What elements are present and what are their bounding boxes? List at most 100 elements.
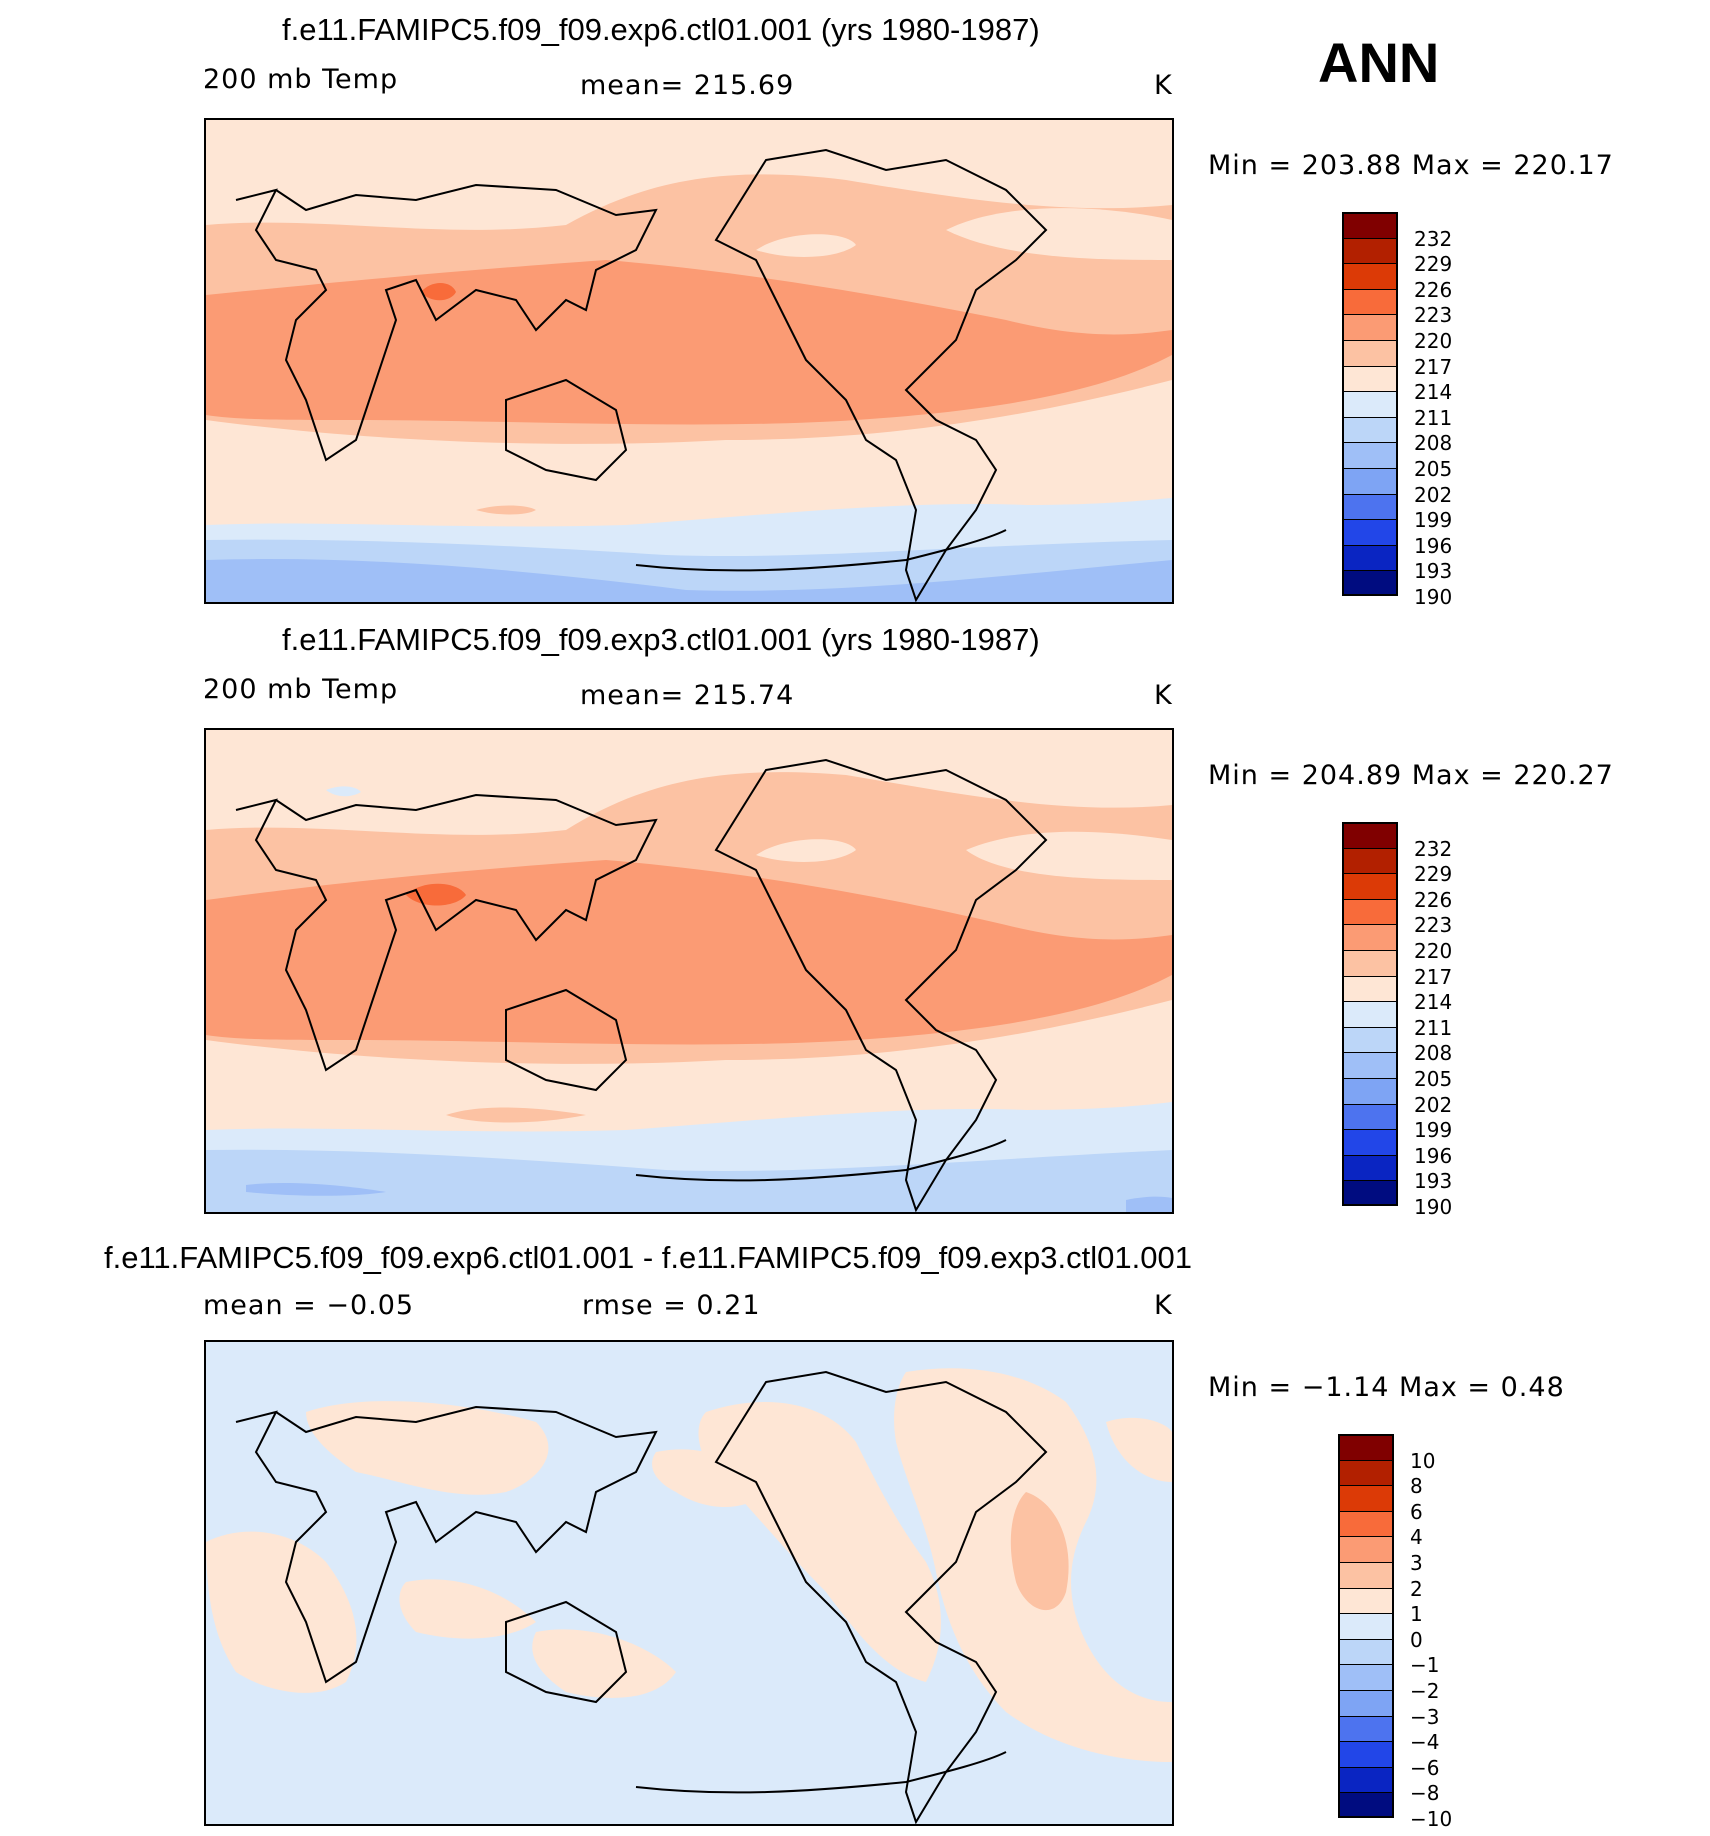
colorbar-label: 1 xyxy=(1410,1602,1423,1627)
colorbar-swatch xyxy=(1342,340,1398,366)
colorbar-swatch xyxy=(1342,1001,1398,1027)
colorbar-label: 208 xyxy=(1414,1041,1453,1066)
panel1-colorbar: 232 229 226 223 220 217 214 211 208 205 202 199 196 1… xyxy=(1342,212,1462,609)
colorbar-label: 229 xyxy=(1414,252,1453,277)
colorbar-swatch xyxy=(1342,1129,1398,1155)
panel1-units: K xyxy=(1154,70,1173,101)
colorbar-label: 214 xyxy=(1414,380,1453,405)
colorbar-swatch xyxy=(1342,314,1398,340)
colorbar-frame xyxy=(1342,822,1398,1206)
colorbar-label: 4 xyxy=(1410,1525,1423,1550)
colorbar-label: 190 xyxy=(1414,585,1453,609)
colorbar-label: 220 xyxy=(1414,939,1453,963)
colorbar-label: 214 xyxy=(1414,990,1453,1015)
colorbar-swatch xyxy=(1342,898,1398,925)
colorbar-swatch xyxy=(1342,416,1398,443)
colorbar-swatch xyxy=(1342,847,1398,874)
colorbar-swatch xyxy=(1342,468,1398,494)
colorbar-label: 205 xyxy=(1414,457,1453,481)
panel2-units: K xyxy=(1154,680,1173,711)
colorbar-label: 0 xyxy=(1410,1627,1423,1652)
colorbar-label: 199 xyxy=(1414,1118,1453,1143)
panel1-variable-label: 200 mb Temp xyxy=(203,64,399,95)
colorbar-swatch xyxy=(1342,570,1398,596)
colorbar-swatch xyxy=(1338,1766,1394,1793)
colorbar-label: 10 xyxy=(1410,1448,1436,1473)
colorbar-label: 226 xyxy=(1414,887,1453,912)
season-label: ANN xyxy=(1318,31,1440,94)
panel2-title: f.e11.FAMIPC5.f09_f09.exp3.ctl01.001 (yr… xyxy=(282,622,1040,657)
colorbar-label: 3 xyxy=(1410,1551,1423,1575)
colorbar-label: 232 xyxy=(1414,836,1453,861)
colorbar-label: 211 xyxy=(1414,1015,1453,1040)
panel1-map xyxy=(204,118,1174,604)
panel2-variable-label: 200 mb Temp xyxy=(203,674,399,705)
colorbar-label: 193 xyxy=(1414,1169,1453,1194)
colorbar-label: −10 xyxy=(1410,1807,1453,1831)
colorbar-label: −3 xyxy=(1410,1704,1440,1729)
colorbar-label: 211 xyxy=(1414,405,1453,430)
colorbar-swatch xyxy=(1338,1638,1394,1665)
colorbar-label: 202 xyxy=(1414,482,1453,507)
colorbar-label: −4 xyxy=(1410,1730,1440,1755)
colorbar-swatch xyxy=(1338,1459,1394,1486)
panel1-title: f.e11.FAMIPC5.f09_f09.exp6.ctl01.001 (yr… xyxy=(282,12,1040,47)
colorbar-swatch xyxy=(1338,1510,1394,1537)
colorbar-swatch xyxy=(1338,1715,1394,1742)
panel3-units: K xyxy=(1154,1290,1173,1321)
colorbar-label: 226 xyxy=(1414,277,1453,302)
colorbar-frame xyxy=(1338,1434,1394,1818)
colorbar-label: 229 xyxy=(1414,862,1453,887)
colorbar-swatch xyxy=(1342,1154,1398,1181)
colorbar-label: −6 xyxy=(1410,1755,1440,1780)
colorbar-swatch xyxy=(1342,1078,1398,1104)
colorbar-label: 6 xyxy=(1410,1499,1423,1524)
colorbar-swatch xyxy=(1342,1103,1398,1130)
panel2-minmax: Min = 204.89 Max = 220.27 xyxy=(1208,760,1614,791)
colorbar-label: 217 xyxy=(1414,354,1453,379)
colorbar-label: 202 xyxy=(1414,1092,1453,1117)
colorbar-label: 193 xyxy=(1414,559,1453,584)
panel3-colorbar: 10 8 6 4 3 2 1 0 −1 −2 −3 −4 −6 −8 −10 xyxy=(1338,1434,1458,1831)
colorbar-frame xyxy=(1342,212,1398,596)
colorbar-label: 208 xyxy=(1414,431,1453,456)
colorbar-swatch xyxy=(1342,288,1398,315)
colorbar-swatch xyxy=(1338,1613,1394,1639)
colorbar-swatch xyxy=(1342,519,1398,545)
colorbar-swatch xyxy=(1342,544,1398,571)
panel3-map xyxy=(204,1340,1174,1826)
colorbar-swatch xyxy=(1338,1741,1394,1767)
colorbar-label: 205 xyxy=(1414,1067,1453,1091)
colorbar-swatch xyxy=(1342,924,1398,950)
colorbar-swatch xyxy=(1342,950,1398,976)
colorbar-swatch xyxy=(1342,873,1398,899)
colorbar-swatch xyxy=(1342,1052,1398,1078)
colorbar-swatch xyxy=(1342,493,1398,520)
colorbar-label: 196 xyxy=(1414,1143,1453,1168)
panel3-minmax: Min = −1.14 Max = 0.48 xyxy=(1208,1372,1565,1403)
colorbar-swatch xyxy=(1342,391,1398,417)
colorbar-swatch xyxy=(1342,442,1398,468)
colorbar-swatch xyxy=(1338,1536,1394,1562)
panel3-title: f.e11.FAMIPC5.f09_f09.exp6.ctl01.001 - f… xyxy=(104,1240,1192,1275)
colorbar-swatch xyxy=(1342,975,1398,1002)
colorbar-swatch xyxy=(1338,1664,1394,1690)
colorbar-swatch xyxy=(1342,1026,1398,1053)
colorbar-label: 190 xyxy=(1414,1195,1453,1219)
colorbar-label: −2 xyxy=(1410,1679,1440,1703)
colorbar-swatch xyxy=(1338,1792,1394,1818)
colorbar-swatch xyxy=(1338,1485,1394,1511)
colorbar-label: −1 xyxy=(1410,1653,1440,1678)
colorbar-label: 196 xyxy=(1414,533,1453,558)
colorbar-label: 223 xyxy=(1414,303,1453,328)
colorbar-swatch xyxy=(1338,1690,1394,1716)
panel2-mean-label: mean= 215.74 xyxy=(580,680,795,711)
panel3-mean-label: mean = −0.05 xyxy=(203,1290,415,1321)
colorbar-swatch xyxy=(1342,365,1398,392)
colorbar-label: 232 xyxy=(1414,226,1453,251)
colorbar-swatch xyxy=(1342,263,1398,289)
panel3-rmse-label: rmse = 0.21 xyxy=(582,1290,761,1321)
colorbar-label: 217 xyxy=(1414,964,1453,989)
panel1-mean-label: mean= 215.69 xyxy=(580,70,795,101)
colorbar-swatch xyxy=(1338,1562,1394,1588)
